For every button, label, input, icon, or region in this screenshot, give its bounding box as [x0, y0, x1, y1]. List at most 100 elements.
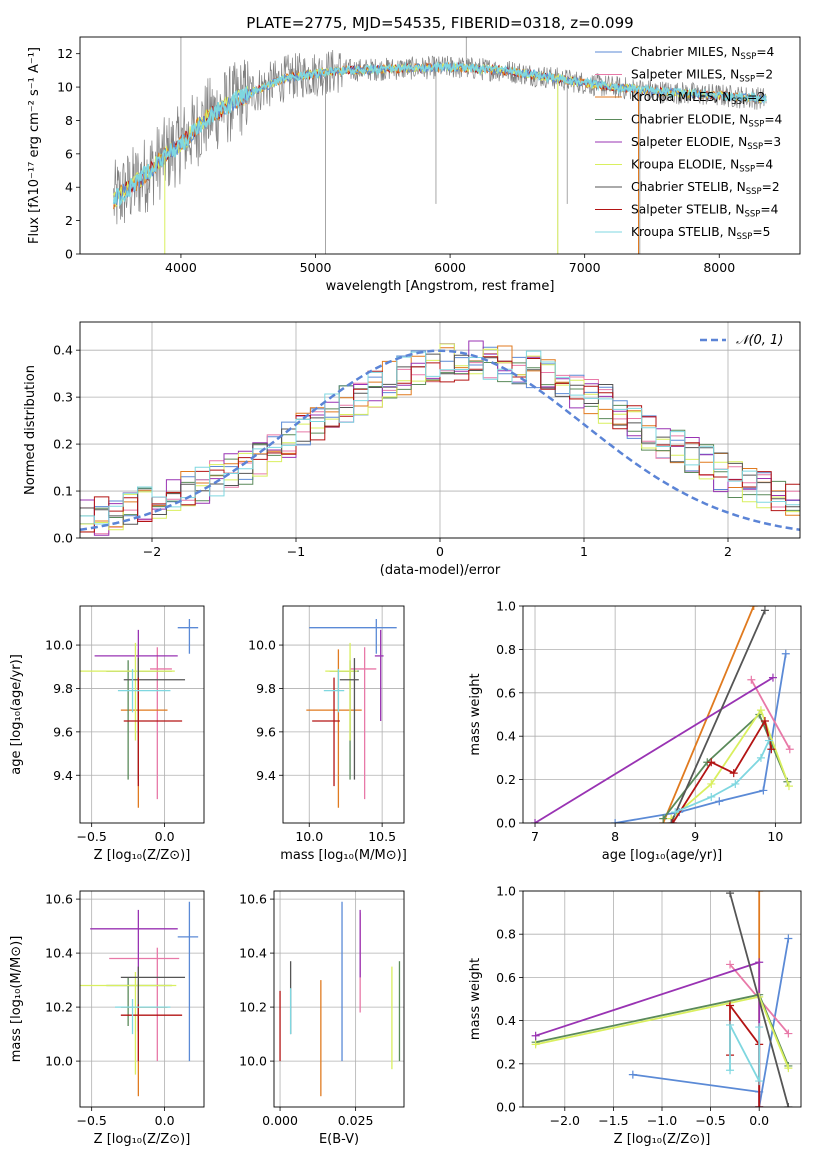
y-tick-label: 10.4 [45, 946, 73, 961]
x-tick-label: 0.0 [155, 829, 175, 844]
weight-marker [784, 1103, 793, 1107]
age-vs-mass-panel: 10.0 10.5 9.4 9.6 9.8 10.0 mass [log₁₀(M/M⊙)] [248, 605, 407, 863]
weight-marker [731, 779, 740, 788]
y-tick-label: 9.6 [256, 724, 276, 739]
weight-marker [628, 1070, 637, 1079]
y-tick-label: 0.3 [53, 390, 73, 405]
legend-label: 𝒩(0, 1) [736, 333, 783, 348]
weight-marker [764, 736, 773, 745]
weight-marker [759, 786, 768, 795]
y-tick-label: 9.4 [53, 768, 73, 783]
x-tick-label: 0 [436, 544, 444, 559]
legend-label: Kroupa STELIB, NSSP=5 [631, 225, 770, 242]
y-tick-label: 0.2 [496, 772, 516, 787]
legend-label-text: Kroupa ELODIE, N [631, 158, 739, 172]
spectrum-panel: 4000 5000 6000 7000 8000 0 2 4 6 8 10 12 wavelength … [27, 36, 801, 294]
y-tick-label: 10.0 [239, 1054, 267, 1069]
plot-area [80, 901, 199, 1097]
legend-label-sub: SSP [731, 97, 747, 107]
weight-marker [784, 934, 793, 943]
legend-label-suffix: =2 [762, 180, 780, 194]
legend-label-suffix: =4 [760, 203, 778, 217]
residual-histogram [80, 350, 800, 525]
x-axis-label: age [log₁₀(age/yr)] [602, 848, 723, 863]
weight-marker [755, 958, 764, 967]
weight-marker [756, 753, 765, 762]
y-axis-label: Normed distribution [23, 365, 38, 495]
x-tick-label: 0.0 [155, 1113, 175, 1128]
x-tick-label: 10.5 [368, 829, 396, 844]
weight-marker [671, 808, 680, 817]
x-tick-label: −1 [287, 544, 305, 559]
mass-vs-metallicity-panel: −0.5 0.0 10.0 10.2 10.4 10.6 Z [log₁₀(Z/Z⊙)] ma… [9, 890, 205, 1147]
plot-area [112, 37, 767, 254]
weight-marker [755, 1023, 764, 1032]
x-axis-label: (data-model)/error [380, 563, 501, 578]
legend-label-sub: SSP [744, 210, 760, 220]
y-tick-label: 0.0 [496, 816, 516, 831]
x-tick-label: 2 [724, 544, 732, 559]
weight-marker [756, 706, 765, 715]
legend-label: Kroupa MILES, NSSP=2 [631, 90, 765, 107]
y-tick-label: 1.0 [496, 884, 516, 899]
y-tick-label: 0.4 [53, 343, 73, 358]
axes-frame [273, 890, 405, 1108]
y-tick-label: 0.6 [496, 685, 516, 700]
weight-marker [767, 745, 776, 754]
legend-label-text: Salpeter ELODIE, N [631, 135, 747, 149]
y-tick-label: 0.0 [53, 531, 73, 546]
y-axis-label: mass weight [468, 673, 483, 755]
plot-area [80, 619, 199, 808]
weight-marker [707, 758, 716, 767]
weight-marker [784, 1029, 793, 1038]
y-axis-label: Flux [fλ10⁻¹⁷ erg cm⁻² s⁻¹ A⁻¹] [27, 47, 42, 244]
axes-frame [79, 36, 801, 255]
x-axis-label: Z [log₁₀(Z/Z⊙)] [94, 1132, 191, 1147]
weight-line [729, 892, 790, 1107]
legend-label-sub: SSP [739, 75, 755, 85]
weight-line [670, 708, 790, 820]
axes-frame [282, 605, 405, 824]
legend-label-text: Kroupa STELIB, N [631, 225, 737, 239]
mass-vs-ebv-panel: 0.000 0.025 10.0 10.2 10.4 10.6 E(B-V) [239, 890, 405, 1147]
y-tick-label: 10.0 [248, 638, 276, 653]
y-tick-label: 2 [65, 213, 73, 228]
weight-marker [760, 606, 769, 615]
weight-marker [715, 797, 724, 806]
legend-label-sub: SSP [746, 187, 762, 197]
x-tick-label: −2.0 [550, 1113, 580, 1128]
weight-marker [726, 960, 735, 969]
y-tick-label: 0.8 [496, 642, 516, 657]
y-tick-label: 0.4 [496, 1013, 516, 1028]
weight-line [750, 679, 791, 750]
weight-line [534, 676, 774, 823]
weight-marker [768, 673, 777, 682]
mass-weight-vs-age-panel: 7 8 9 10 0.0 0.2 0.4 0.6 0.8 1.0 age [log₁₀(age/yr… [468, 599, 802, 863]
x-tick-label: 8 [611, 829, 619, 844]
x-tick-label: −0.5 [76, 1113, 106, 1128]
y-tick-label: 9.8 [53, 681, 73, 696]
y-tick-label: 10.6 [45, 892, 73, 907]
x-tick-label: 9 [691, 829, 699, 844]
y-tick-label: 0.4 [496, 729, 516, 744]
legend-label: Chabrier ELODIE, NSSP=4 [631, 113, 783, 130]
y-axis-label: mass weight [468, 958, 483, 1040]
legend-label-text: Kroupa MILES, N [631, 90, 731, 104]
plot-area [80, 340, 800, 536]
x-tick-label: 7000 [569, 260, 601, 275]
weight-marker [755, 1077, 764, 1086]
plot-area [531, 606, 794, 823]
x-tick-label: 0.0 [749, 1113, 769, 1128]
axes-frame [79, 321, 801, 539]
legend-label-suffix: =3 [763, 135, 781, 149]
y-tick-label: 9.4 [256, 768, 276, 783]
x-axis-label: mass [log₁₀(M/M⊙)] [280, 848, 407, 863]
y-tick-label: 8 [65, 113, 73, 128]
weight-marker [784, 782, 793, 791]
legend-label-sub: SSP [740, 52, 756, 62]
x-axis-label: Z [log₁₀(Z/Z⊙)] [94, 848, 191, 863]
y-tick-label: 9.8 [256, 681, 276, 696]
y-tick-label: 0.6 [496, 970, 516, 985]
legend-label-suffix: =2 [747, 90, 765, 104]
legend-label: Kroupa ELODIE, NSSP=4 [631, 158, 773, 175]
